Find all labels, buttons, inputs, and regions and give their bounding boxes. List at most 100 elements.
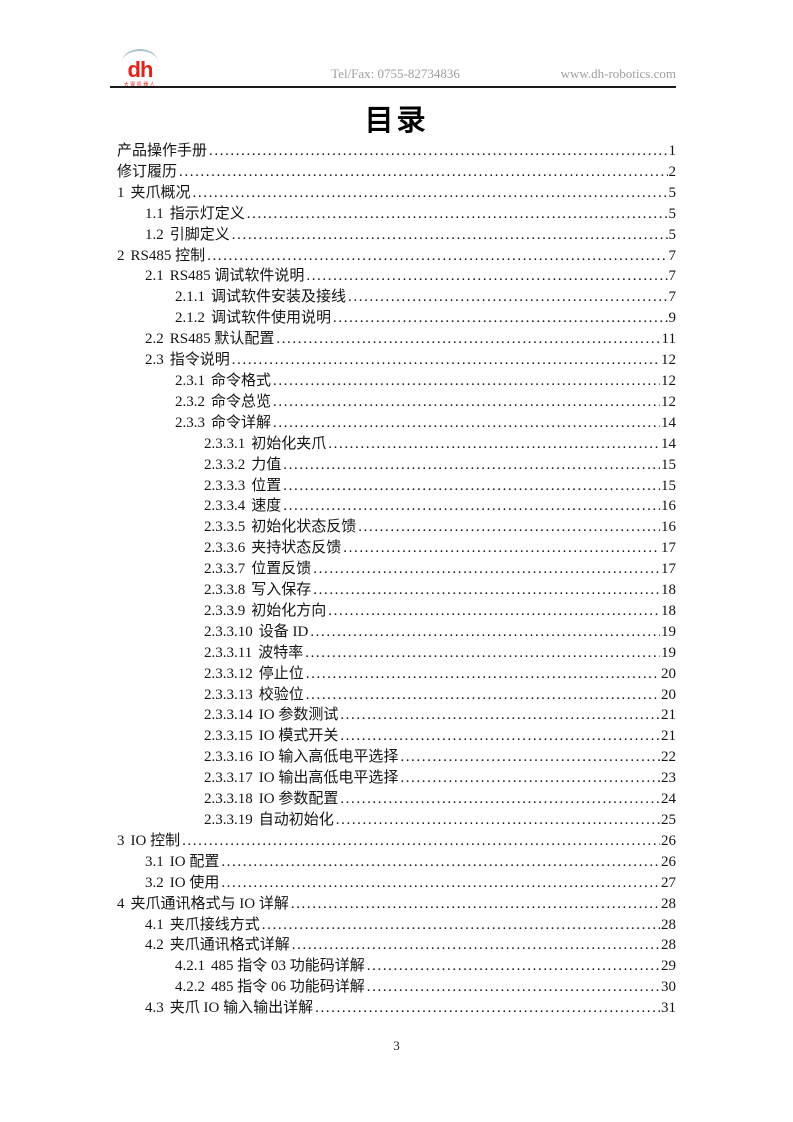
toc-entry[interactable]: 2.3.3.1 初始化夹爪............................…	[117, 434, 676, 455]
toc-entry-number: 2.3.3.19	[204, 812, 253, 828]
toc-leader-dots: ........................................…	[313, 561, 660, 578]
toc-entry-label: 4.2.2 485 指令 06 功能码详解	[175, 977, 365, 998]
toc-entry-number: 2.1	[145, 268, 164, 285]
toc-entry[interactable]: 产品操作手册..................................…	[117, 141, 676, 162]
toc-entry[interactable]: 2.3.3.3 位置...............................…	[117, 476, 676, 497]
toc-entry[interactable]: 2.1 RS485 调试软件说明.........................…	[117, 266, 676, 287]
toc-entry[interactable]: 2.3.1 命令格式...............................…	[117, 371, 676, 392]
toc-entry-label: 2.3.3.16 IO 输入高低电平选择	[204, 747, 398, 768]
toc-leader-dots: ........................................…	[340, 791, 660, 808]
toc-entry-label: 1.1 指示灯定义	[145, 204, 245, 225]
toc-entry[interactable]: 4.2 夹爪通讯格式详解.............................…	[117, 935, 676, 956]
toc-entry-text: 夹持状态反馈	[251, 540, 342, 557]
toc-leader-dots: ........................................…	[366, 979, 660, 996]
toc-entry[interactable]: 2.3.3.17 IO 输出高低电平选择.....................…	[117, 768, 676, 789]
toc-entry[interactable]: 2.3.2 命令总览...............................…	[117, 392, 676, 413]
toc-entry[interactable]: 3.2 IO 使用................................…	[117, 873, 676, 894]
toc-entry[interactable]: 2.3.3.13 校验位.............................…	[117, 685, 676, 706]
toc-entry[interactable]: 3 IO 控制..................................…	[117, 831, 676, 852]
toc-entry[interactable]: 2.3.3.4 速度...............................…	[117, 496, 676, 517]
toc-entry-number: 4.1	[145, 916, 164, 933]
toc-leader-dots: ........................................…	[348, 289, 667, 306]
toc-entry[interactable]: 修订履历....................................…	[117, 162, 676, 183]
toc-entry[interactable]: 4.3 夹爪 IO 输入输出详解.........................…	[117, 998, 676, 1019]
toc-entry[interactable]: 2.3.3.16 IO 输入高低电平选择.....................…	[117, 747, 676, 768]
toc-entry[interactable]: 2.3 指令说明.................................…	[117, 350, 676, 371]
toc-entry-number: 2.3.3.18	[204, 791, 253, 808]
toc-entry-page: 31	[661, 1000, 676, 1017]
toc-entry-text: 指令说明	[169, 352, 230, 369]
toc-entry-label: 2.2 RS485 默认配置	[145, 329, 274, 350]
toc-entry-number: 2	[117, 247, 125, 264]
toc-entry-page: 5	[668, 205, 677, 222]
toc-entry[interactable]: 2.3.3 命令详解...............................…	[117, 413, 676, 434]
toc-entry[interactable]: 4 夹爪通讯格式与 IO 详解..........................…	[117, 894, 676, 915]
toc-entry-label: 2.3.3.18 IO 参数配置	[204, 789, 338, 810]
toc-entry[interactable]: 2.1.2 调试软件使用说明...........................…	[117, 308, 676, 329]
toc-entry-text: 写入保存	[251, 582, 312, 599]
toc-entry[interactable]: 3.1 IO 配置................................…	[117, 852, 676, 873]
toc-entry-label: 3.1 IO 配置	[145, 852, 219, 873]
toc-entry[interactable]: 4.1 夹爪接线方式...............................…	[117, 915, 676, 936]
toc-entry-page: 5	[668, 184, 677, 201]
toc-entry-number: 2.2	[145, 331, 164, 348]
toc-entry-page: 30	[661, 979, 676, 996]
toc-entry-number: 2.3.3.15	[204, 728, 253, 745]
toc-entry[interactable]: 2.3.3.12 停止位.............................…	[117, 664, 676, 685]
toc-entry-page: 7	[668, 247, 677, 264]
toc-entry[interactable]: 2.3.3.8 写入保存.............................…	[117, 580, 676, 601]
table-of-contents: 产品操作手册..................................…	[117, 141, 676, 1019]
toc-entry[interactable]: 2.3.3.5 初始化状态反馈..........................…	[117, 517, 676, 538]
toc-entry[interactable]: 2.3.3.19 自动初始化...........................…	[117, 810, 676, 831]
toc-entry[interactable]: 2.3.3.15 IO 模式开关.........................…	[117, 726, 676, 747]
toc-entry-page: 28	[661, 895, 676, 912]
toc-entry-label: 2.1 RS485 调试软件说明	[145, 266, 304, 287]
toc-entry[interactable]: 2.3.3.10 设备 ID...........................…	[117, 622, 676, 643]
toc-entry-text: 初始化状态反馈	[251, 519, 357, 536]
toc-entry[interactable]: 2 RS485 控制...............................…	[117, 246, 676, 267]
toc-entry-label: 1.2 引脚定义	[145, 225, 230, 246]
toc-entry[interactable]: 2.3.3.2 力值...............................…	[117, 455, 676, 476]
toc-leader-dots: ........................................…	[283, 456, 660, 473]
toc-entry-text: 指示灯定义	[169, 205, 245, 222]
toc-entry-label: 3 IO 控制	[117, 831, 180, 852]
toc-entry[interactable]: 2.3.3.14 IO 参数测试.........................…	[117, 705, 676, 726]
toc-entry-page: 15	[661, 456, 676, 473]
toc-entry-number: 2.3.3.16	[204, 749, 253, 766]
toc-entry[interactable]: 4.2.2 485 指令 06 功能码详解....................…	[117, 977, 676, 998]
toc-entry-page: 12	[661, 393, 676, 410]
toc-entry[interactable]: 2.2 RS485 默认配置...........................…	[117, 329, 676, 350]
toc-entry-label: 4.2.1 485 指令 03 功能码详解	[175, 956, 365, 977]
toc-leader-dots: ........................................…	[261, 916, 660, 933]
toc-entry-text: 力值	[251, 456, 282, 473]
toc-entry[interactable]: 2.3.3.7 位置反馈.............................…	[117, 559, 676, 580]
toc-entry[interactable]: 2.3.3.6 夹持状态反馈...........................…	[117, 538, 676, 559]
logo-text: dh	[127, 57, 154, 82]
toc-entry-number: 2.3.1	[175, 372, 205, 389]
toc-entry-page: 26	[661, 832, 676, 849]
toc-entry[interactable]: 2.3.3.11 波特率.............................…	[117, 643, 676, 664]
toc-entry[interactable]: 2.1.1 调试软件安装及接线..........................…	[117, 287, 676, 308]
toc-entry[interactable]: 1.1 指示灯定义................................…	[117, 204, 676, 225]
toc-entry-page: 15	[661, 477, 676, 494]
toc-entry[interactable]: 2.3.3.18 IO 参数配置.........................…	[117, 789, 676, 810]
footer-page-number: 3	[393, 1038, 400, 1053]
toc-entry-number: 1.1	[145, 205, 164, 222]
toc-leader-dots: ........................................…	[400, 749, 660, 766]
toc-entry[interactable]: 1.2 引脚定义.................................…	[117, 225, 676, 246]
toc-entry-page: 16	[661, 498, 676, 515]
toc-entry-number: 3.1	[145, 853, 164, 870]
toc-entry-label: 2.3.3 命令详解	[175, 413, 271, 434]
toc-leader-dots: ........................................…	[231, 352, 660, 369]
toc-entry-number: 2.3.3.5	[204, 519, 246, 536]
toc-entry-page: 21	[661, 707, 676, 724]
toc-entry[interactable]: 1 夹爪概况...................................…	[117, 183, 676, 204]
toc-entry-label: 2.3.3.3 位置	[204, 476, 281, 497]
toc-entry-page: 18	[661, 582, 676, 599]
toc-entry-number: 3.2	[145, 874, 164, 891]
toc-entry-page: 24	[661, 791, 676, 808]
toc-entry[interactable]: 4.2.1 485 指令 03 功能码详解....................…	[117, 956, 676, 977]
toc-entry-label: 4.1 夹爪接线方式	[145, 915, 260, 936]
toc-entry[interactable]: 2.3.3.9 初始化方向............................…	[117, 601, 676, 622]
toc-entry-page: 28	[661, 937, 676, 954]
